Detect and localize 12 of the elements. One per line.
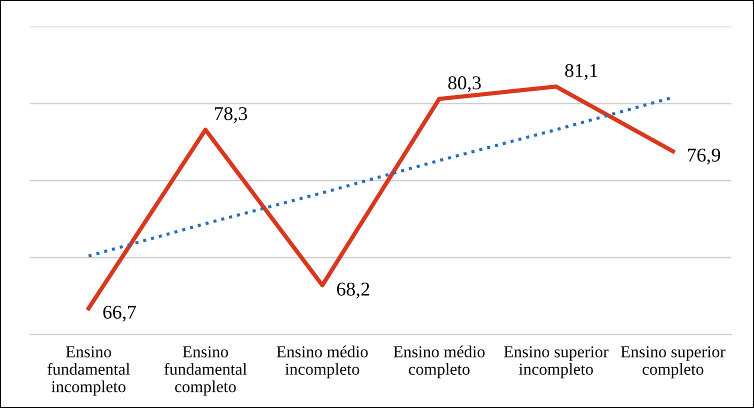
data-label: 80,3 [448,76,481,92]
data-label: 76,9 [688,148,720,164]
data-label: 68,2 [337,282,370,298]
data-label: 66,7 [103,306,136,322]
x-tick-label: Ensino fundamental completo [164,346,247,396]
x-tick-label: Ensino médio completo [394,346,485,378]
x-tick-label: Ensino superior completo [620,346,726,378]
data-label: 78,3 [215,107,248,124]
x-tick-label: Ensino médio incompleto [276,346,368,378]
data-label: 81,1 [565,64,598,80]
x-tick-label: Ensino fundamental incompleto [47,346,130,396]
x-tick-label: Ensino superior incompleto [504,346,608,378]
